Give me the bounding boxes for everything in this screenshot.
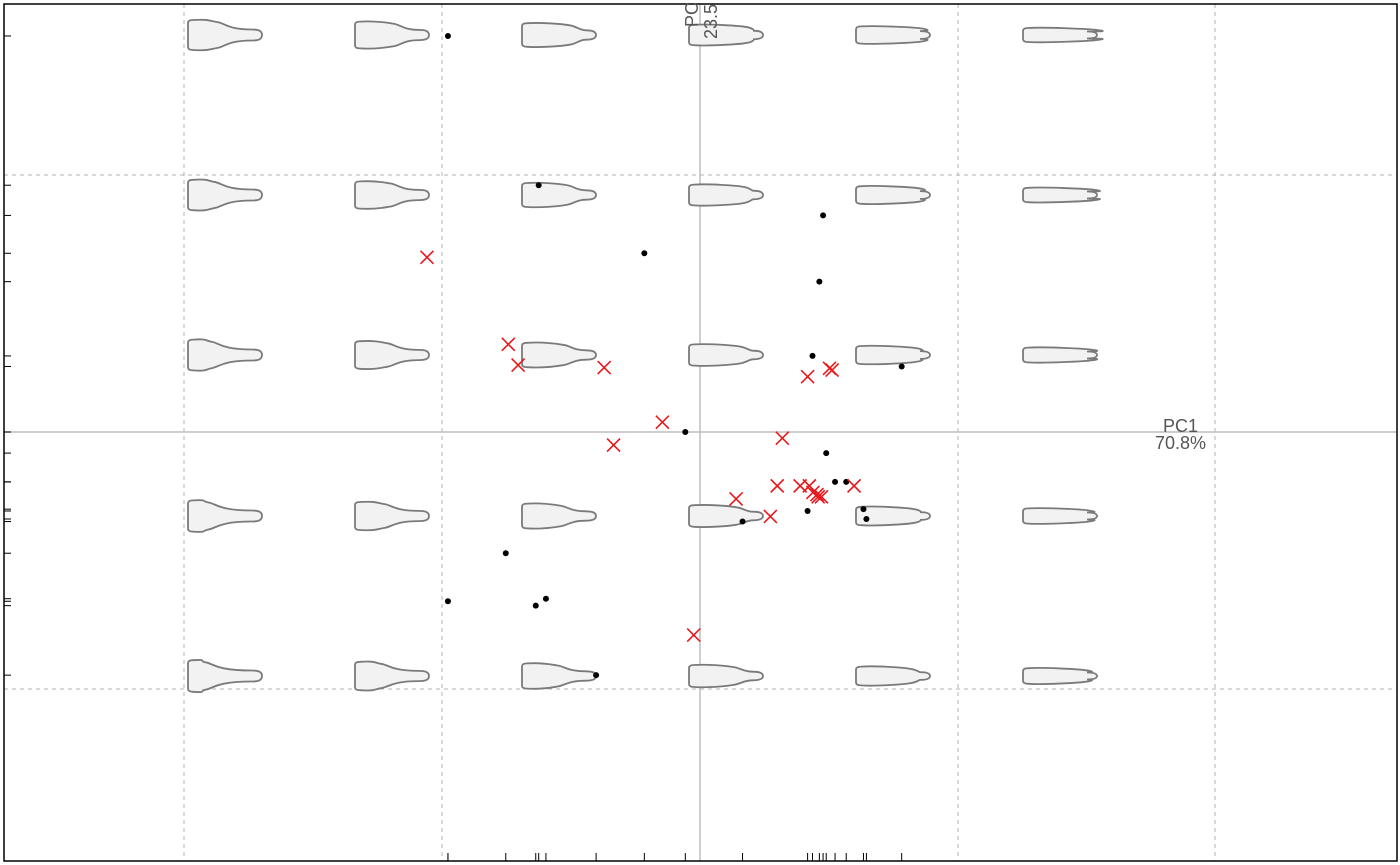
x-axis-label: PC1 (1163, 416, 1198, 436)
data-point-dot (823, 450, 830, 457)
backdrop-bottle-shape (688, 663, 764, 689)
backdrop-bottle-shape (1022, 507, 1098, 525)
backdrop-bottle-shape (521, 502, 597, 530)
backdrop-bottle-shape (855, 25, 931, 45)
data-point-cross (811, 489, 826, 504)
data-point-cross (814, 489, 829, 504)
backdrop-bottle-shape (354, 180, 430, 210)
y-axis-label: PC (682, 2, 702, 27)
data-point-dot (860, 506, 867, 513)
data-point-cross (606, 438, 621, 453)
data-point-cross (419, 250, 435, 265)
data-point-dot (739, 518, 746, 525)
data-point-dot (804, 507, 811, 514)
data-point-cross (501, 337, 516, 352)
backdrop-bottle-shape (354, 500, 430, 532)
plot-frame (3, 3, 1398, 862)
backdrop-bottle-shape (521, 662, 597, 690)
data-point-dot (542, 595, 549, 602)
backdrop-bottle-shape (521, 22, 597, 48)
data-point-cross (655, 415, 670, 430)
data-point-cross (686, 628, 701, 643)
data-point-cross (728, 491, 744, 507)
backdrop-bottle-shape (688, 343, 764, 367)
data-point-cross (511, 357, 526, 373)
backdrop-bottle-shape (855, 665, 931, 687)
x-axis-variance: 70.8% (1155, 433, 1206, 453)
data-point-dot (863, 515, 870, 522)
backdrop-shapes-layer (187, 18, 1104, 693)
data-point-dot (593, 672, 600, 679)
data-point-dot (809, 352, 816, 359)
data-point-dot (832, 478, 839, 485)
backdrop-bottle-shape (354, 340, 430, 370)
data-point-dot (444, 598, 451, 605)
data-point-dot (444, 32, 451, 39)
data-point-dot (898, 363, 905, 370)
backdrop-bottle-shape (688, 504, 764, 528)
backdrop-bottle-shape (187, 499, 263, 533)
axis-ticks-layer (4, 35, 903, 861)
data-point-cross (597, 360, 612, 375)
data-point-cross (775, 431, 790, 446)
data-point-dot (641, 250, 648, 257)
data-point-cross (763, 509, 778, 524)
y-axis-variance: 23.5 (701, 4, 721, 39)
data-point-dot (682, 429, 689, 435)
backdrop-bottle-shape (187, 178, 263, 212)
backdrop-bottle-shape (688, 23, 764, 47)
backdrop-bottle-shape (354, 660, 430, 692)
backdrop-bottle-shape (187, 659, 263, 693)
backdrop-bottle-shape (521, 181, 597, 209)
backdrop-bottle-shape (688, 183, 764, 207)
backdrop-bottle-shape (1022, 26, 1104, 44)
data-points-layer (419, 32, 905, 679)
backdrop-bottle-shape (521, 341, 597, 369)
data-point-dot (532, 602, 539, 609)
data-point-dot (535, 182, 542, 189)
backdrop-bottle-shape (1022, 667, 1098, 685)
data-point-cross (770, 478, 785, 493)
backdrop-bottle-shape (187, 338, 263, 372)
backdrop-bottle-shape (855, 185, 931, 205)
data-point-cross (800, 369, 815, 384)
data-point-cross (825, 363, 840, 378)
backdrop-bottle-shape (1022, 186, 1101, 204)
backdrop-bottle-shape (187, 18, 263, 52)
backdrop-bottle-shape (855, 344, 931, 366)
backdrop-bottle-shape (1022, 346, 1099, 364)
origin-axes-layer (4, 4, 1397, 861)
backdrop-bottle-shape (354, 20, 430, 50)
data-point-dot (816, 278, 823, 285)
data-point-cross (846, 478, 862, 493)
data-point-dot (820, 212, 827, 219)
data-point-dot (502, 550, 509, 557)
backdrop-bottle-shape (855, 505, 931, 527)
